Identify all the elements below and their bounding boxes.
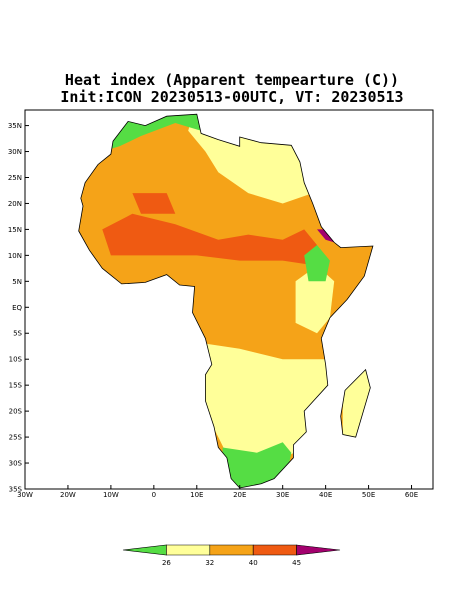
heat-region: [205, 343, 330, 463]
land-fill: [78, 114, 373, 488]
y-tick-label: 10N: [8, 252, 22, 260]
y-tick-label: 30N: [8, 148, 22, 156]
coastline: [340, 368, 371, 438]
y-tick-label: 20S: [9, 408, 23, 416]
y-tick-label: 25S: [9, 434, 23, 442]
x-tick-label: 30E: [276, 491, 289, 499]
colorbar-label: 32: [205, 559, 214, 567]
colorbar-segment: [252, 544, 297, 556]
heat-region: [342, 359, 373, 448]
y-tick-label: 20N: [8, 200, 22, 208]
title: Heat index (Apparent tempearture (C)): [65, 71, 399, 89]
heat-region: [317, 229, 335, 243]
y-tick-label: 10S: [9, 356, 23, 364]
x-tick-label: 40E: [319, 491, 332, 499]
x-tick-label: 50E: [362, 491, 375, 499]
y-tick-label: 35N: [8, 122, 22, 130]
subtitle: Init:ICON 20230513-00UTC, VT: 20230513: [60, 88, 403, 106]
colorbar: 26 32 40 45: [122, 544, 341, 567]
colorbar-segment: [166, 544, 211, 556]
colorbar-label: 26: [162, 559, 171, 567]
heat-region: [102, 213, 317, 266]
y-tick-label: 30S: [9, 460, 23, 468]
heat-region: [132, 193, 176, 214]
y-tick-label: 15N: [8, 226, 22, 234]
colorbar-segment: [209, 544, 254, 556]
y-tick-label: 25N: [8, 174, 22, 182]
x-tick-label: 60E: [405, 491, 418, 499]
y-tick-label: 35S: [9, 486, 23, 494]
coastline: [78, 113, 374, 489]
y-tick-label: EQ: [12, 304, 22, 312]
y-tick-label: 15S: [9, 382, 23, 390]
x-tick-label: 30W: [17, 491, 33, 499]
colorbar-label: 45: [292, 559, 301, 567]
map-frame: [24, 109, 434, 490]
heat-region: [102, 114, 202, 152]
x-tick-label: 20E: [233, 491, 246, 499]
map-area: [78, 113, 374, 489]
y-tick-label: 5S: [13, 330, 22, 338]
heat-region: [295, 265, 335, 334]
x-tick-label: 10W: [103, 491, 119, 499]
x-tick-label: 20W: [60, 491, 76, 499]
x-tick-label: 10E: [190, 491, 203, 499]
y-tick-label: 5N: [12, 278, 22, 286]
x-tick-label: 0: [152, 491, 156, 499]
heat-region: [304, 245, 330, 282]
colorbar-segment: [296, 544, 341, 556]
colorbar-segment: [122, 544, 167, 556]
colorbar-label: 40: [249, 559, 258, 567]
